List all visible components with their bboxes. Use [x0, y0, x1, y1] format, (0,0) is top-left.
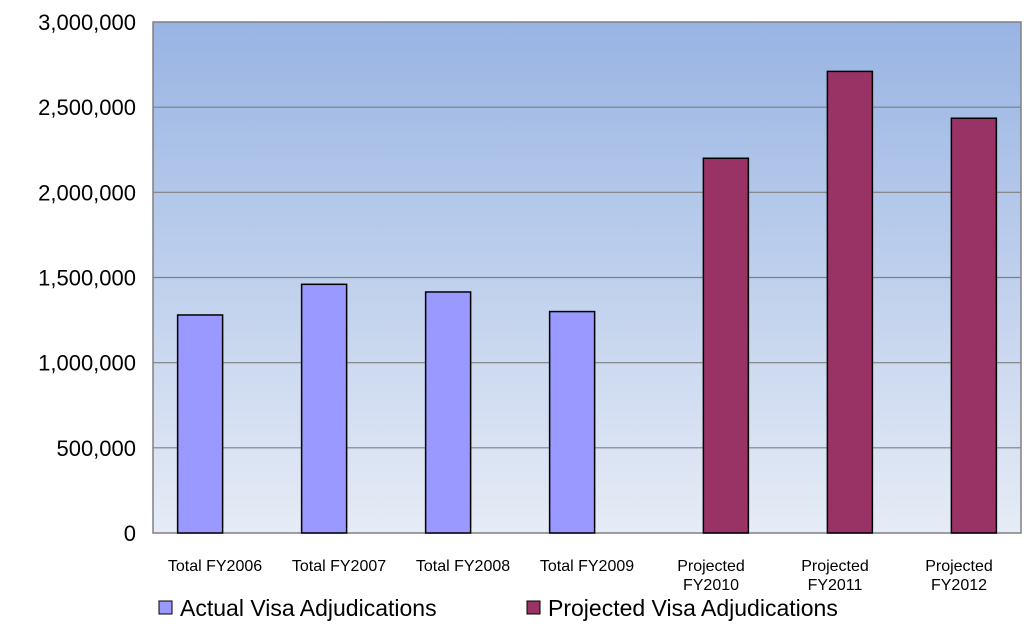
legend-swatch — [158, 600, 173, 615]
legend-label: Actual Visa Adjudications — [180, 595, 437, 621]
actual-bar-3 — [548, 310, 596, 534]
bars — [176, 70, 998, 534]
x-tick-label: Total FY2008 — [416, 558, 510, 575]
y-tick-label: 2,500,000 — [38, 95, 136, 120]
y-tick-label: 0 — [124, 521, 136, 546]
x-tick-label: Total FY2007 — [292, 558, 386, 575]
actual-bar-1 — [300, 283, 348, 534]
y-tick-label: 3,000,000 — [38, 10, 136, 35]
legend-swatch — [526, 600, 541, 615]
y-tick-label: 2,000,000 — [38, 180, 136, 205]
x-axis-tick-labels: Total FY2006 Total FY2007 Total FY2008 Tota… — [168, 558, 993, 594]
actual-bar-0 — [176, 314, 224, 534]
x-tick-label: Projected FY2012 — [925, 558, 993, 594]
y-tick-label: 1,500,000 — [38, 266, 136, 291]
x-tick-label: Total FY2006 — [168, 558, 262, 575]
x-tick-label: Projected FY2011 — [801, 558, 869, 594]
projected-bar-6 — [950, 117, 998, 534]
x-tick-label: Projected FY2010 — [677, 558, 745, 594]
y-axis-tick-labels: 0 500,000 1,000,000 1,500,000 2,000,000 2,500… — [38, 10, 136, 546]
x-tick-label: Total FY2009 — [540, 558, 634, 575]
projected-bar-5 — [826, 70, 874, 534]
y-tick-label: 1,000,000 — [38, 351, 136, 376]
legend: Actual Visa Adjudications Projected Visa … — [158, 595, 838, 621]
projected-bar-4 — [702, 157, 750, 534]
y-tick-label: 500,000 — [56, 436, 136, 461]
legend-label: Projected Visa Adjudications — [548, 595, 838, 621]
actual-bar-2 — [424, 291, 472, 534]
